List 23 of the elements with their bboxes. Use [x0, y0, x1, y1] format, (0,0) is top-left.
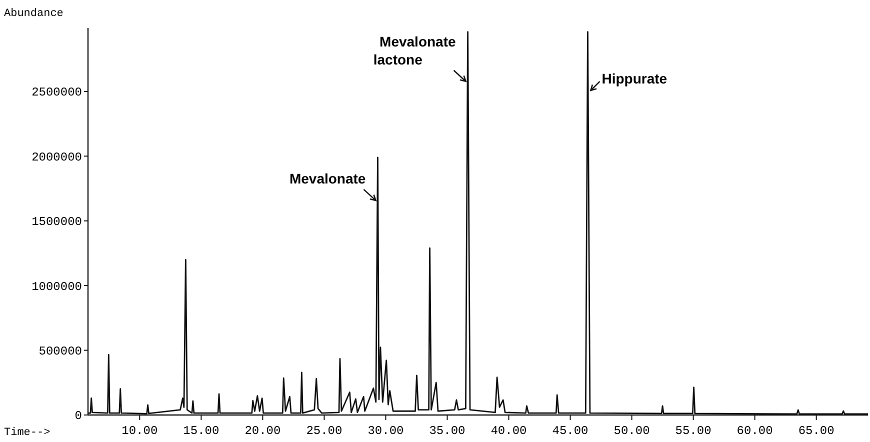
- x-tick-label: 25.00: [306, 424, 342, 438]
- x-tick-label: 55.00: [675, 424, 712, 438]
- annotation: Mevalonate: [289, 170, 366, 186]
- y-tick-label: 1000000: [32, 280, 82, 294]
- x-tick-label: 60.00: [736, 424, 773, 438]
- x-tick-label: 10.00: [122, 424, 158, 438]
- y-tick-label: 500000: [38, 344, 82, 358]
- annotation: Hippurate: [602, 70, 668, 86]
- x-tick-label: 65.00: [798, 424, 834, 438]
- y-tick-label: 0: [74, 409, 82, 424]
- y-tick-label: 2000000: [32, 150, 82, 164]
- x-tick-label: 30.00: [368, 424, 404, 438]
- annotation: Mevalonate lactone: [373, 33, 456, 68]
- x-tick-label: 20.00: [244, 424, 281, 438]
- x-tick-label: 50.00: [614, 424, 650, 438]
- x-tick-label: 45.00: [552, 424, 588, 438]
- y-axis-title: Abundance: [4, 8, 64, 20]
- x-tick-label: 15.00: [183, 424, 220, 438]
- y-tick-label: 2500000: [32, 86, 82, 100]
- y-tick-label: 1500000: [32, 215, 82, 230]
- x-tick-label: 35.00: [429, 424, 466, 438]
- x-axis-title: Time-->: [4, 427, 50, 439]
- x-tick-label: 40.00: [490, 424, 527, 438]
